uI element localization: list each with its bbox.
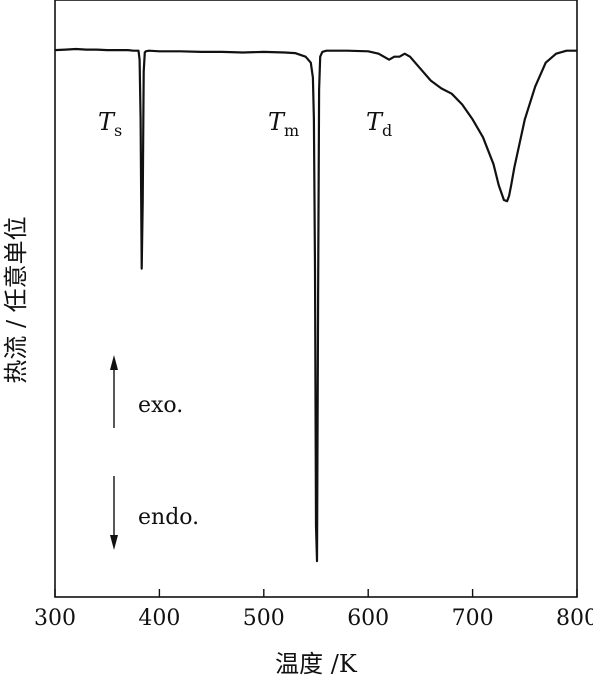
- exo-arrowhead-icon: [110, 355, 118, 370]
- x-tick-label: 400: [138, 606, 180, 631]
- tm-label: Tm: [268, 108, 299, 140]
- x-tick-label: 700: [452, 606, 494, 631]
- x-tick-label: 300: [34, 606, 76, 631]
- heat-flow-curve: [54, 47, 577, 563]
- exo-label: exo.: [138, 393, 183, 418]
- x-tick-label: 500: [243, 606, 285, 631]
- y-axis-title: 热流 / 任意单位: [2, 216, 30, 383]
- endo-arrowhead-icon: [110, 535, 118, 550]
- td-label: Td: [366, 108, 392, 140]
- ts-label: Ts: [98, 108, 122, 140]
- x-axis-title: 温度 /K: [275, 650, 358, 678]
- x-axis: 300 400 500 600 700 800: [34, 589, 593, 631]
- x-tick-label: 800: [556, 606, 593, 631]
- plot-frame: [54, 0, 578, 598]
- endo-label: endo.: [138, 505, 199, 530]
- x-tick-label: 600: [347, 606, 389, 631]
